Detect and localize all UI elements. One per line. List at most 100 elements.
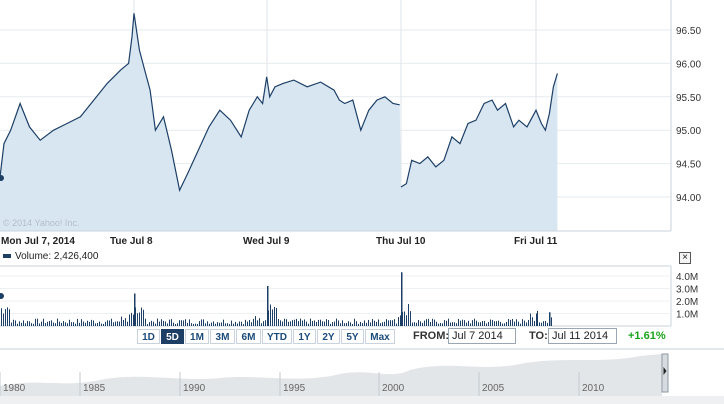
volume-bar bbox=[452, 322, 453, 326]
volume-bar bbox=[195, 323, 196, 326]
volume-bar bbox=[338, 320, 339, 326]
volume-bar bbox=[105, 321, 106, 326]
volume-bar bbox=[358, 323, 359, 326]
volume-bar bbox=[354, 318, 355, 326]
range-button-5y[interactable]: 5Y bbox=[341, 329, 364, 344]
volume-bar bbox=[83, 321, 84, 326]
volume-bar bbox=[263, 321, 264, 326]
to-date-field[interactable] bbox=[548, 328, 617, 344]
range-button-3m[interactable]: 3M bbox=[210, 329, 235, 344]
volume-bar bbox=[464, 320, 465, 326]
volume-bar bbox=[245, 319, 246, 326]
volume-bar bbox=[474, 318, 475, 326]
y-axis-label: 95.00 bbox=[676, 126, 701, 137]
volume-bar bbox=[57, 318, 58, 326]
volume-bar bbox=[286, 319, 287, 326]
range-button-2y[interactable]: 2Y bbox=[317, 329, 340, 344]
volume-bar bbox=[193, 323, 194, 326]
volume-bar bbox=[217, 322, 218, 326]
volume-bar bbox=[171, 319, 172, 326]
volume-bar bbox=[145, 318, 146, 326]
volume-bar bbox=[134, 293, 136, 326]
volume-bar bbox=[292, 320, 293, 326]
volume-bar bbox=[225, 323, 226, 326]
y-axis-label: 94.50 bbox=[676, 160, 701, 171]
volume-bar bbox=[231, 320, 232, 326]
navigator-year-label: 2010 bbox=[582, 383, 605, 394]
y-axis-label: 96.00 bbox=[676, 59, 701, 70]
volume-bar bbox=[366, 322, 367, 326]
volume-bar bbox=[247, 321, 248, 326]
volume-bar bbox=[165, 321, 166, 326]
navigator-area bbox=[0, 354, 662, 396]
series-start-marker bbox=[0, 175, 4, 181]
volume-bar bbox=[314, 320, 315, 326]
volume-bar bbox=[276, 307, 277, 326]
volume-bar bbox=[482, 320, 483, 326]
volume-bar bbox=[121, 316, 122, 326]
volume-bar bbox=[528, 319, 529, 326]
volume-bar bbox=[504, 323, 505, 326]
volume-bar bbox=[310, 318, 311, 326]
volume-bar bbox=[422, 322, 423, 326]
volume-bar bbox=[372, 319, 373, 326]
y-axis-label: 96.50 bbox=[676, 26, 701, 37]
range-button-ytd[interactable]: YTD bbox=[262, 329, 292, 344]
range-button-1m[interactable]: 1M bbox=[185, 329, 209, 344]
volume-bar bbox=[420, 321, 421, 326]
volume-bar bbox=[428, 318, 429, 326]
volume-bar bbox=[43, 318, 44, 326]
volume-bar bbox=[374, 320, 375, 326]
volume-bar bbox=[272, 309, 273, 326]
volume-bar bbox=[442, 323, 443, 326]
volume-bar bbox=[520, 323, 521, 326]
volume-bar bbox=[175, 323, 176, 326]
volume-bar bbox=[392, 320, 393, 326]
volume-bar bbox=[514, 321, 515, 326]
volume-bar bbox=[288, 321, 289, 326]
from-date-field[interactable] bbox=[448, 328, 516, 344]
volume-bar bbox=[398, 317, 399, 326]
volume-bar bbox=[304, 319, 305, 326]
navigator-scrollbar[interactable] bbox=[0, 396, 724, 404]
range-button-1d[interactable]: 1D bbox=[137, 329, 160, 344]
volume-bar bbox=[274, 306, 275, 326]
volume-bar bbox=[296, 318, 297, 326]
volume-bar bbox=[51, 320, 52, 326]
volume-bar bbox=[163, 320, 164, 326]
volume-bar bbox=[75, 323, 76, 326]
volume-bar bbox=[65, 322, 66, 326]
close-volume-button[interactable]: × bbox=[679, 252, 691, 264]
volume-bar bbox=[47, 321, 48, 326]
range-button-1y[interactable]: 1Y bbox=[293, 329, 316, 344]
volume-bar bbox=[161, 319, 162, 326]
navigator[interactable]: 1980 1985 1990 1995 2000 2005 2010 bbox=[0, 348, 724, 404]
volume-bar bbox=[400, 315, 401, 326]
volume-bar bbox=[227, 323, 228, 326]
volume-bar bbox=[151, 320, 152, 326]
range-button-5d[interactable]: 5D bbox=[161, 329, 184, 344]
volume-bar bbox=[472, 320, 473, 326]
volume-bar bbox=[191, 323, 192, 326]
volume-bar bbox=[265, 320, 266, 326]
volume-bar bbox=[376, 321, 377, 326]
volume-bar bbox=[342, 320, 343, 326]
volume-bar bbox=[547, 322, 548, 326]
volume-bar bbox=[205, 323, 206, 326]
volume-bar bbox=[29, 321, 30, 326]
volume-bar bbox=[551, 317, 552, 326]
volume-bar bbox=[408, 304, 409, 326]
volume-bar bbox=[270, 304, 271, 326]
volume-bar bbox=[199, 321, 200, 326]
volume-bar bbox=[545, 320, 546, 326]
range-button-max[interactable]: Max bbox=[365, 329, 395, 344]
range-button-6m[interactable]: 6M bbox=[236, 329, 261, 344]
from-label: FROM: bbox=[413, 330, 450, 342]
volume-bar bbox=[9, 309, 10, 326]
volume-bar bbox=[512, 318, 513, 326]
volume-bar bbox=[7, 307, 8, 326]
to-label: TO: bbox=[529, 330, 548, 342]
volume-bar bbox=[101, 323, 102, 326]
volume-bar bbox=[99, 321, 100, 326]
